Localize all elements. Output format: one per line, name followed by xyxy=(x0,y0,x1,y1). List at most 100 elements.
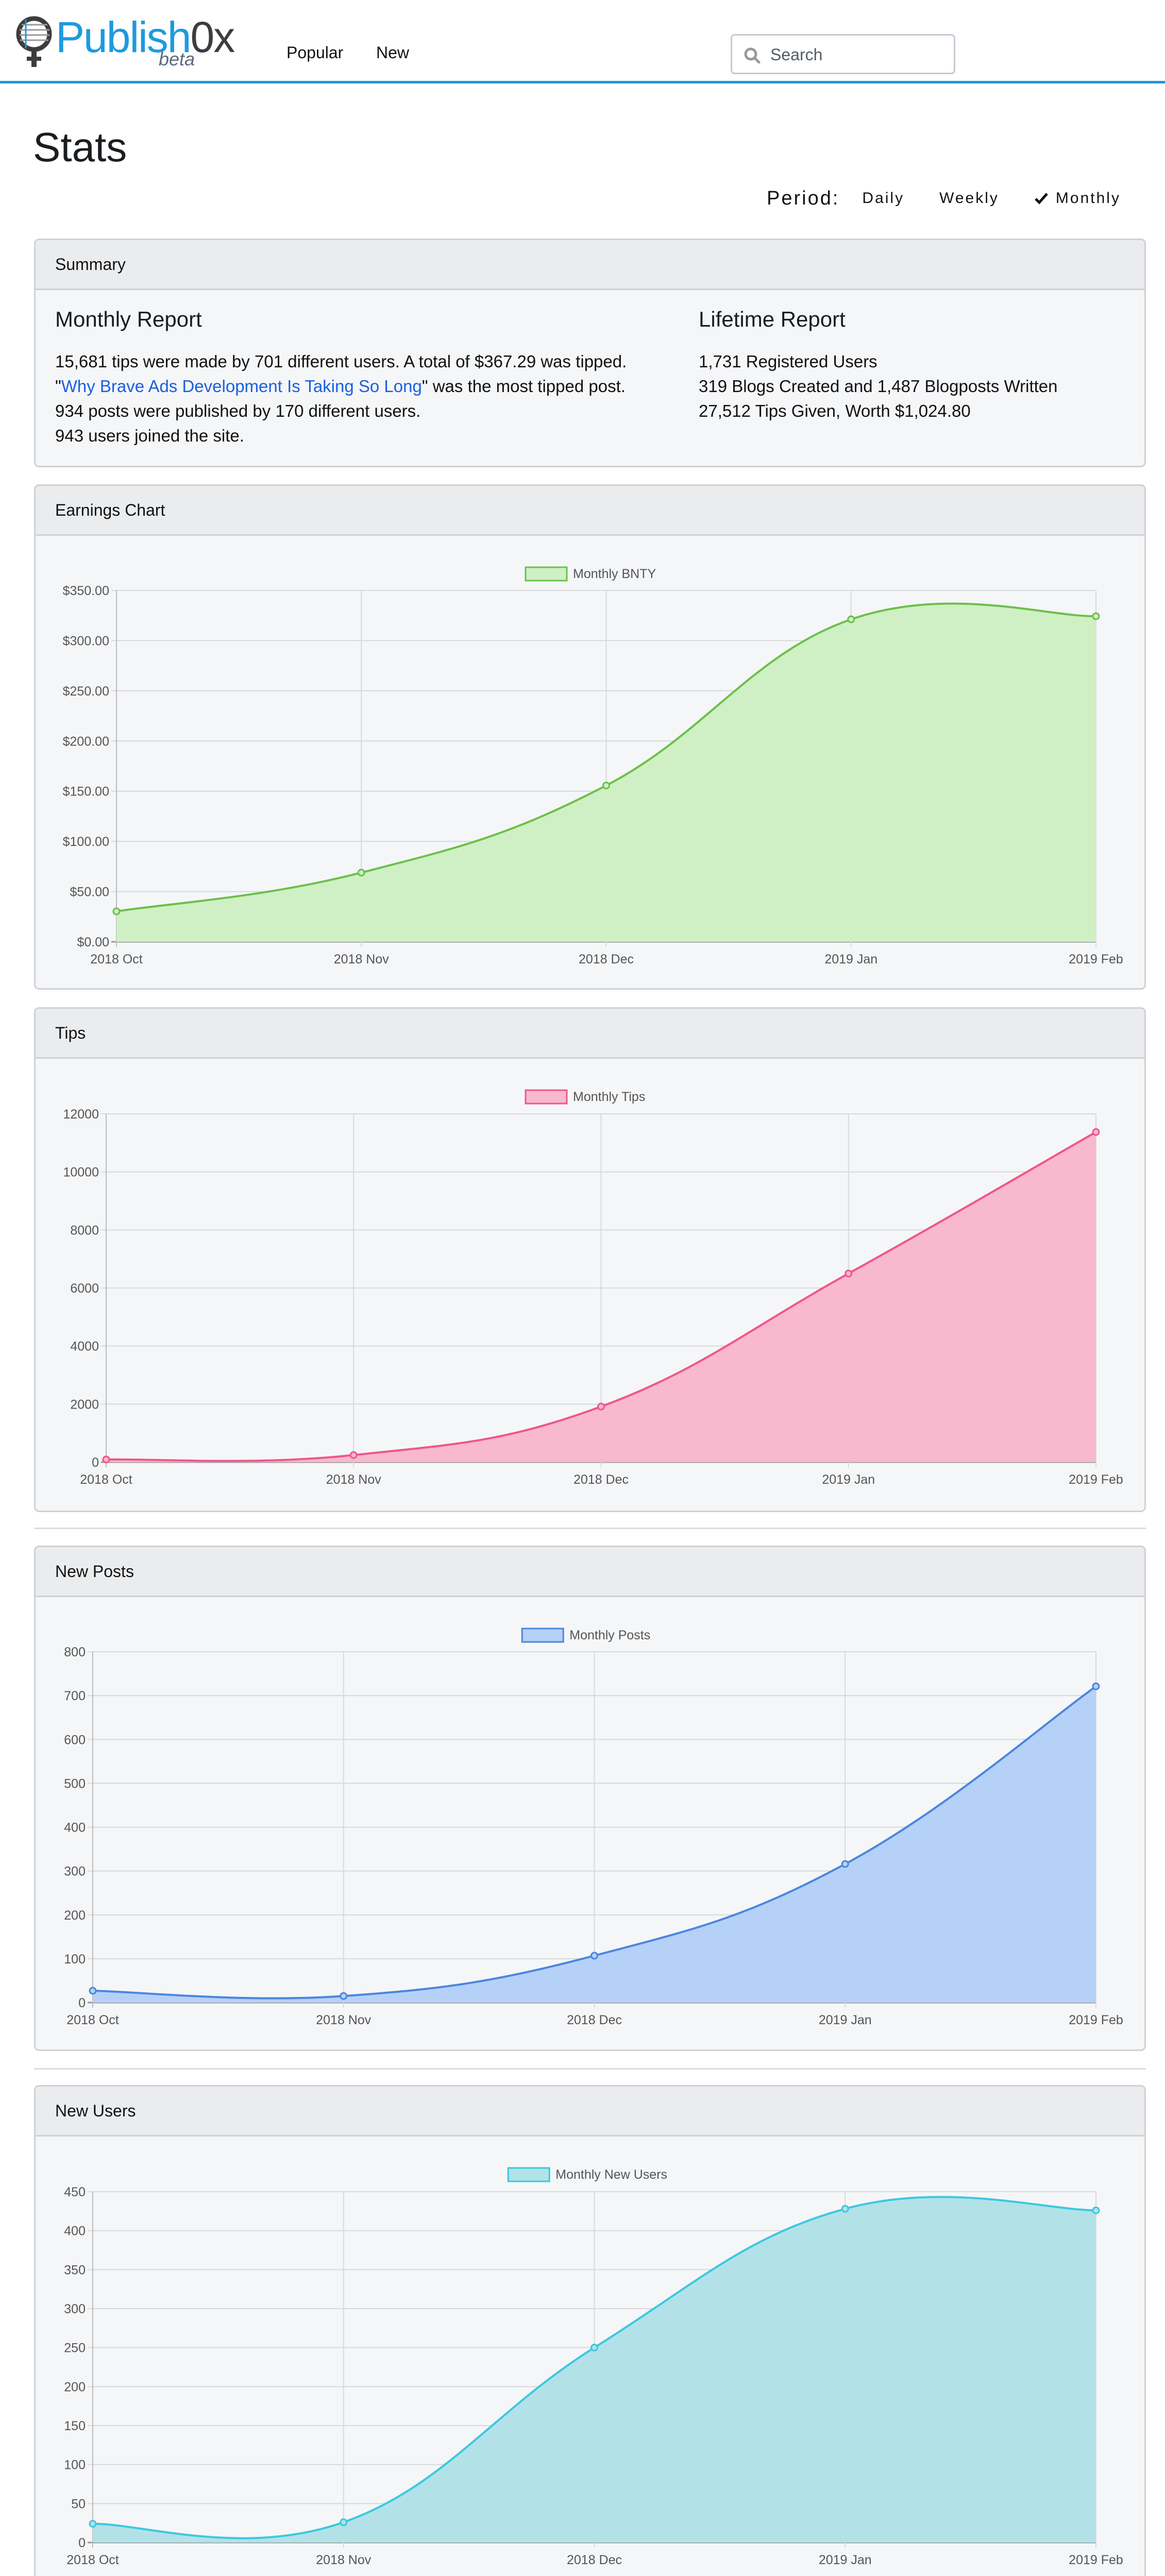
y-tick-label: $350.00 xyxy=(63,584,109,598)
data-point[interactable] xyxy=(340,2518,348,2527)
venus-logo-icon xyxy=(16,16,52,67)
y-tick-label: 400 xyxy=(64,2224,86,2239)
section-divider xyxy=(34,2068,1146,2070)
y-tick-label: 400 xyxy=(64,1821,86,1835)
y-tick-label: 600 xyxy=(64,1733,86,1747)
y-tick-label: $50.00 xyxy=(70,885,109,900)
x-tick-label: 2019 Jan xyxy=(822,1472,875,1487)
y-tick-label: 200 xyxy=(64,2380,86,2394)
x-tick-label: 2019 Jan xyxy=(819,2553,872,2567)
x-tick-label: 2018 Dec xyxy=(573,1472,629,1487)
tips-chart[interactable]: 0 2000 4000 6000 8000 10000 12000 2018 Oct 2018 … xyxy=(36,1060,1144,1512)
data-point[interactable] xyxy=(1092,2206,1100,2214)
x-tick-label: 2019 Feb xyxy=(1069,1472,1123,1487)
y-tick-label: 2000 xyxy=(70,1397,99,1412)
search-input[interactable] xyxy=(770,41,945,69)
x-tick-label: 2018 Nov xyxy=(316,2553,372,2567)
legend-swatch[interactable] xyxy=(525,1089,568,1105)
y-tick-label: 4000 xyxy=(70,1340,99,1354)
logo-wordmark: Publish0x xyxy=(56,13,235,61)
most-tipped-post-link[interactable]: Why Brave Ads Development Is Taking So L… xyxy=(61,377,422,396)
y-tick-label: 10000 xyxy=(63,1165,99,1180)
legend-label[interactable]: Monthly New Users xyxy=(555,2167,667,2182)
earnings-chart[interactable]: $0.00 $50.00 $100.00 $150.00 $200.00 $250.00 $… xyxy=(36,537,1144,990)
lifetime-report-title: Lifetime Report xyxy=(699,307,846,331)
y-tick-label: 300 xyxy=(64,2302,86,2316)
period-selector: Period: Daily Weekly Monthly xyxy=(767,183,1121,214)
x-tick-label: 2018 Oct xyxy=(90,952,143,967)
earnings-card-header: Earnings Chart xyxy=(36,486,1144,536)
navbar: Publish0x beta Popular New xyxy=(0,0,1165,83)
page-title: Stats xyxy=(33,124,127,170)
legend-swatch[interactable] xyxy=(507,2167,550,2182)
data-point[interactable] xyxy=(845,1269,853,1278)
data-point[interactable] xyxy=(847,615,855,623)
earnings-card: Earnings Chart $0.00 $50.00 $100.00 $150.00… xyxy=(34,484,1146,990)
y-tick-label: 250 xyxy=(64,2341,86,2355)
monthly-report: Monthly Report 15,681 tips were made by … xyxy=(55,307,627,448)
x-tick-label: 2019 Jan xyxy=(824,952,877,967)
y-tick-label: 8000 xyxy=(70,1223,99,1238)
monthly-posts-line: 934 posts were published by 170 differen… xyxy=(55,401,421,420)
legend-label[interactable]: Monthly Tips xyxy=(573,1090,645,1104)
x-tick-label: 2019 Feb xyxy=(1069,2553,1123,2567)
legend-label[interactable]: Monthly BNTY xyxy=(573,567,656,581)
data-point[interactable] xyxy=(112,907,121,916)
data-point[interactable] xyxy=(89,1987,97,1995)
data-point[interactable] xyxy=(590,1952,598,1960)
logo[interactable]: Publish0x beta xyxy=(15,12,235,70)
data-point[interactable] xyxy=(1092,1128,1100,1136)
x-tick-label: 2019 Feb xyxy=(1069,952,1123,967)
series-line xyxy=(116,602,1096,912)
data-point[interactable] xyxy=(597,1402,605,1411)
search-box[interactable] xyxy=(731,34,955,74)
new-users-chart[interactable]: 0 50 100 150 200 250 300 350 400 450 2018 Oct 2018 … xyxy=(36,2138,1144,2576)
legend-swatch[interactable] xyxy=(521,1628,564,1643)
x-tick-label: 2018 Oct xyxy=(66,2013,119,2027)
lifetime-report: Lifetime Report 1,731 Registered Users 3… xyxy=(699,307,1058,423)
monthly-tips-line: 15,681 tips were made by 701 different u… xyxy=(55,352,627,371)
period-option-weekly[interactable]: Weekly xyxy=(939,190,999,207)
section-divider xyxy=(34,1528,1146,1529)
data-point[interactable] xyxy=(1092,612,1100,620)
data-point[interactable] xyxy=(340,1992,348,2000)
x-tick-label: 2019 Jan xyxy=(819,2013,872,2027)
data-point[interactable] xyxy=(349,1451,358,1459)
y-tick-label: 350 xyxy=(64,2263,86,2277)
y-tick-label: $300.00 xyxy=(63,634,109,648)
area-fill xyxy=(106,1132,1096,1462)
period-option-monthly[interactable]: Monthly xyxy=(1034,190,1121,207)
area-fill xyxy=(93,1686,1096,2003)
data-point[interactable] xyxy=(841,1860,849,1868)
x-tick-label: 2018 Dec xyxy=(579,952,634,967)
period-option-daily[interactable]: Daily xyxy=(862,190,905,207)
x-tick-label: 2018 Dec xyxy=(567,2013,622,2027)
y-tick-label: $150.00 xyxy=(63,785,109,799)
y-tick-label: 150 xyxy=(64,2419,86,2433)
y-tick-label: 200 xyxy=(64,1908,86,1923)
data-point[interactable] xyxy=(602,782,610,790)
data-point[interactable] xyxy=(590,2344,598,2352)
nav-link-popular[interactable]: Popular xyxy=(286,43,344,62)
data-point[interactable] xyxy=(102,1455,110,1464)
data-point[interactable] xyxy=(1092,1682,1100,1690)
y-tick-label: 450 xyxy=(64,2185,86,2199)
search-icon xyxy=(744,47,761,64)
y-tick-label: 12000 xyxy=(63,1107,99,1122)
period-label: Period: xyxy=(767,187,840,209)
legend-label[interactable]: Monthly Posts xyxy=(569,1628,650,1642)
y-tick-label: 300 xyxy=(64,1865,86,1879)
new-posts-chart[interactable]: 0 100 200 300 400 500 600 700 800 2018 Oct 2018 No… xyxy=(36,1599,1144,2051)
tips-card-header: Tips xyxy=(36,1009,1144,1059)
y-tick-label: 0 xyxy=(92,1455,99,1470)
monthly-users-line: 943 users joined the site. xyxy=(55,426,244,445)
y-tick-label: 100 xyxy=(64,2458,86,2472)
data-point[interactable] xyxy=(357,869,365,877)
y-tick-label: 0 xyxy=(78,1996,86,2010)
data-point[interactable] xyxy=(841,2205,849,2213)
y-tick-label: 0 xyxy=(78,2536,86,2550)
nav-link-new[interactable]: New xyxy=(376,43,410,62)
data-point[interactable] xyxy=(89,2520,97,2528)
check-icon xyxy=(1035,193,1048,205)
legend-swatch[interactable] xyxy=(525,566,568,582)
